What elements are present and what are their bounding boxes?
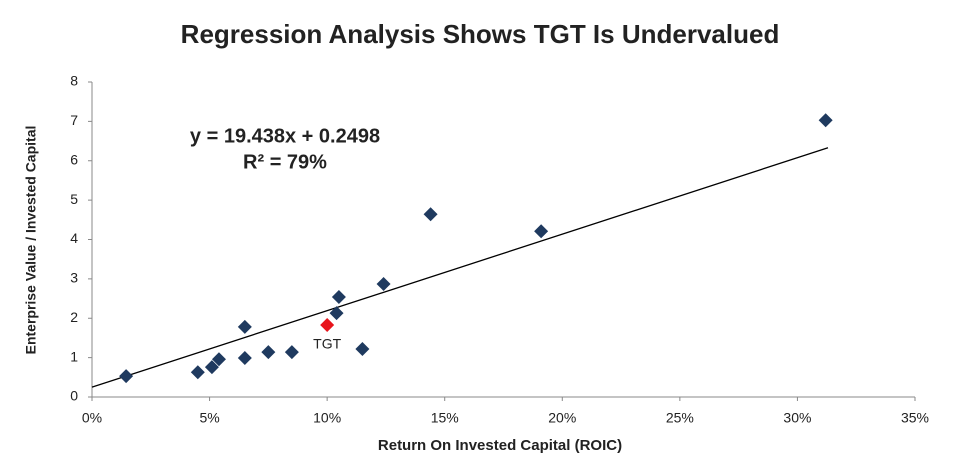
point-label: TGT	[313, 336, 341, 352]
x-tick-label: 5%	[199, 410, 219, 426]
y-tick-label: 7	[70, 112, 78, 128]
point	[331, 289, 346, 304]
point	[204, 360, 219, 375]
y-tick-label: 8	[70, 73, 78, 89]
y-tick-label: 6	[70, 151, 78, 167]
point	[119, 369, 134, 384]
point	[190, 365, 205, 380]
chart-title: Regression Analysis Shows TGT Is Underva…	[181, 19, 780, 49]
y-tick-label: 3	[70, 270, 78, 286]
point	[320, 317, 335, 332]
x-tick-label: 30%	[783, 410, 811, 426]
y-axis-label: Enterprise Value / Invested Capital	[23, 126, 39, 355]
point	[211, 352, 226, 367]
y-tick-label: 0	[70, 388, 78, 404]
x-axis-label: Return On Invested Capital (ROIC)	[378, 437, 622, 454]
r-squared: R² = 79%	[243, 151, 327, 173]
x-tick-label: 25%	[666, 410, 694, 426]
trendline	[91, 147, 829, 388]
point	[534, 224, 549, 239]
point	[329, 306, 344, 321]
y-tick-label: 5	[70, 191, 78, 207]
point	[355, 341, 370, 356]
point	[423, 207, 438, 222]
x-tick-label: 0%	[82, 410, 102, 426]
point	[237, 319, 252, 334]
x-tick-label: 10%	[313, 410, 341, 426]
x-tick-label: 15%	[431, 410, 459, 426]
x-tick-label: 20%	[548, 410, 576, 426]
y-tick-label: 4	[70, 230, 78, 246]
y-tick-label: 1	[70, 348, 78, 364]
point	[376, 276, 391, 291]
point	[261, 345, 276, 360]
y-tick-label: 2	[70, 309, 78, 325]
point	[284, 345, 299, 360]
point	[818, 113, 833, 128]
x-tick-label: 35%	[901, 410, 929, 426]
point	[237, 351, 252, 366]
equation: y = 19.438x + 0.2498	[190, 125, 380, 147]
